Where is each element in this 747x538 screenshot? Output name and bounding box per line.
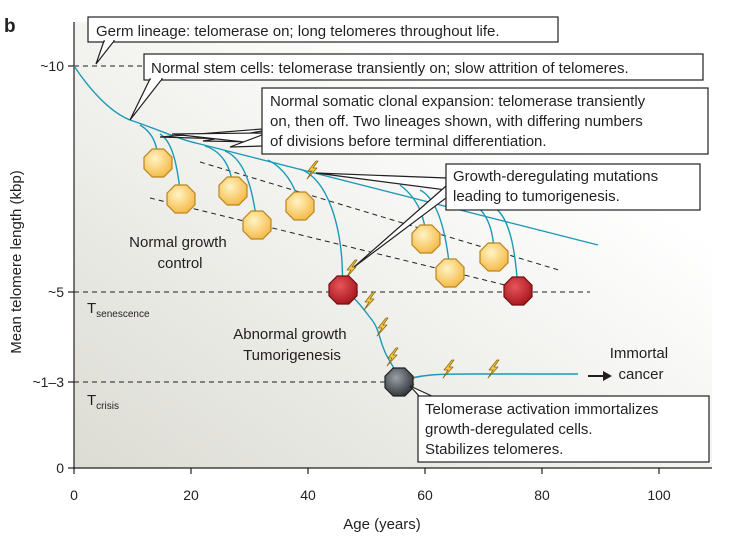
immortal-arrow — [588, 371, 612, 381]
callout-text: Germ lineage: telomerase on; long telome… — [96, 23, 500, 40]
germ-lineage-callout: Germ lineage: telomerase on; long telome… — [87, 16, 559, 65]
lightning-bolt-icon — [345, 259, 358, 279]
x-tick-label: 60 — [417, 487, 433, 503]
normal-cell — [435, 258, 465, 288]
normal-cell — [242, 210, 272, 240]
y-tick-label: 0 — [56, 460, 64, 476]
stem-cells-callout: Normal stem cells: telomerase transientl… — [129, 53, 704, 121]
normal-cell — [218, 176, 248, 206]
x-tick-label: 40 — [300, 487, 316, 503]
lightning-bolt-icon — [442, 359, 455, 379]
somatic-expansion-callout: Normal somatic clonal expansion: telomer… — [159, 87, 709, 155]
y-tick-labels: ~10 ~5 ~1–3 0 — [32, 58, 64, 476]
lightning-bolt-icon — [487, 359, 500, 379]
x-tick-label: 100 — [647, 487, 671, 503]
callout-text: Growth-deregulating mutations leading to… — [453, 168, 662, 205]
y-tick-label: ~1–3 — [32, 374, 64, 390]
senescence-threshold-label: Tsenescence — [87, 300, 150, 320]
cells — [143, 148, 533, 397]
immortal-cancer-label: Immortal cancer — [610, 345, 673, 383]
mutations-callout: Growth-deregulating mutations leading to… — [315, 163, 701, 268]
y-tick-label: ~10 — [40, 58, 64, 74]
y-axis-title: Mean telomere length (kbp) — [8, 170, 25, 353]
lightning-bolt-icon — [306, 160, 319, 180]
lightning-bolt-icon — [363, 291, 376, 311]
x-axis-title: Age (years) — [343, 516, 421, 533]
x-tick-labels: 0 20 40 60 80 100 — [70, 487, 671, 503]
crisis-cell — [384, 367, 414, 397]
normal-cell — [143, 148, 173, 178]
x-tick-label: 80 — [534, 487, 550, 503]
callout-text: Telomerase activation immortalizes growt… — [425, 401, 663, 458]
y-tick-label: ~5 — [48, 284, 64, 300]
telomerase-activation-callout: Telomerase activation immortalizes growt… — [409, 385, 710, 463]
panel-label: b — [4, 16, 16, 37]
normal-cell — [411, 224, 441, 254]
axes — [68, 22, 712, 474]
senescent-cell — [328, 275, 358, 305]
abnormal-growth-label: Abnormal growth Tumorigenesis — [233, 326, 351, 364]
lineage-lower-dashed-line — [149, 197, 506, 286]
normal-cell — [166, 184, 196, 214]
lightning-bolt-icon — [386, 347, 399, 367]
callout-text: Normal somatic clonal expansion: telomer… — [270, 93, 649, 150]
lightning-bolt-icon — [376, 317, 389, 337]
normal-cell — [285, 191, 315, 221]
crisis-threshold-label: Tcrisis — [87, 392, 119, 412]
x-tick-label: 0 — [70, 487, 78, 503]
x-tick-label: 20 — [183, 487, 199, 503]
senescent-cell — [503, 276, 533, 306]
normal-cell — [479, 242, 509, 272]
callout-text: Normal stem cells: telomerase transientl… — [151, 60, 629, 77]
normal-growth-label: Normal growth control — [129, 234, 231, 272]
